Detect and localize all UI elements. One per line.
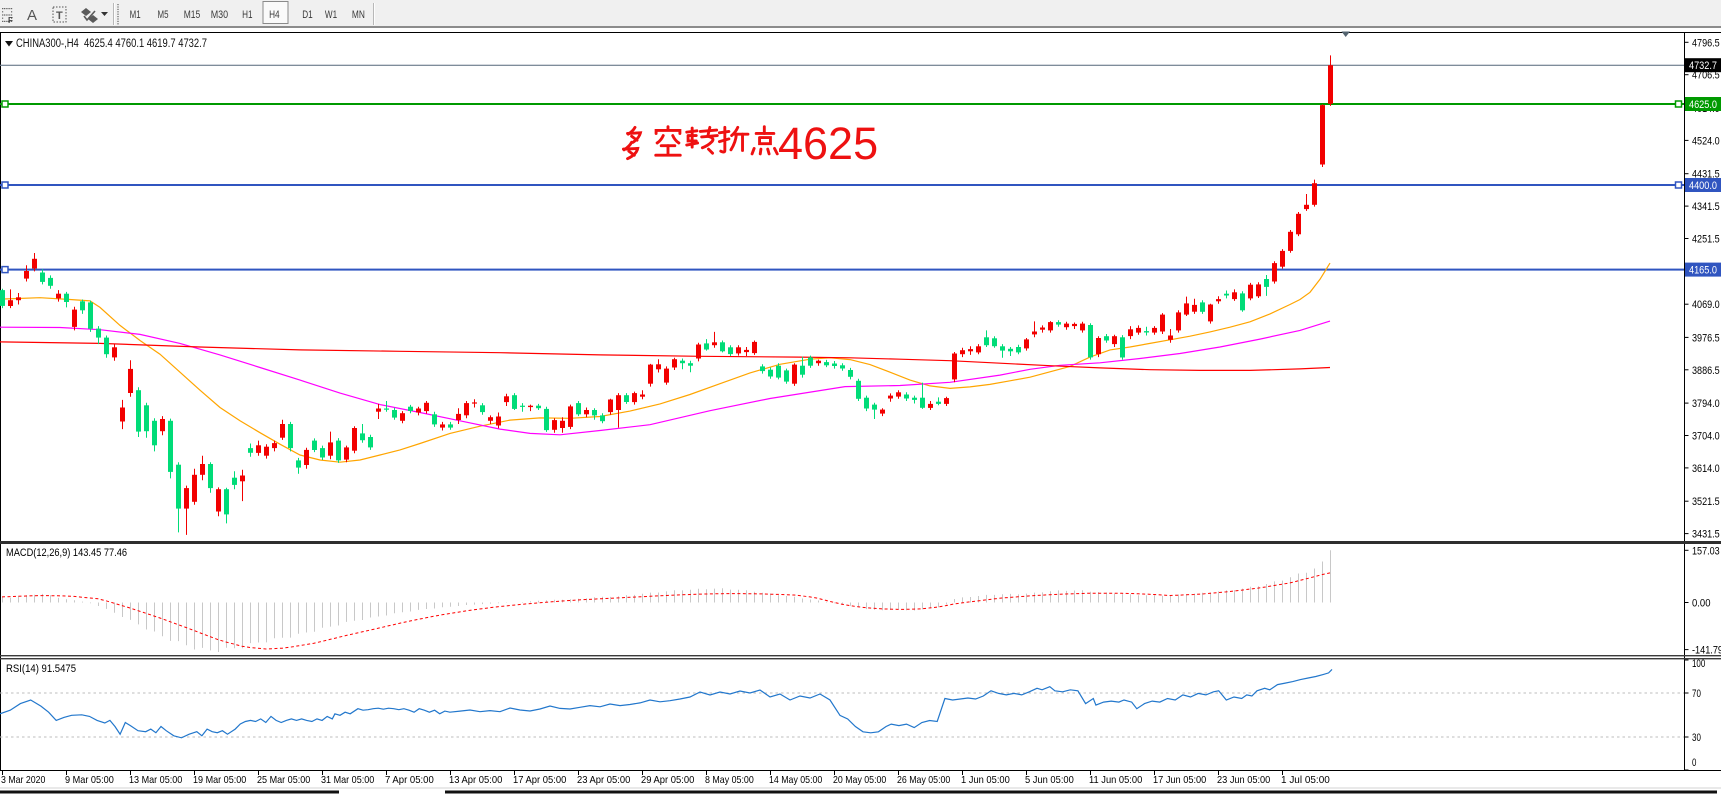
svg-text:14 May 05:00: 14 May 05:00 [769, 774, 822, 786]
svg-text:3794.0: 3794.0 [1692, 398, 1720, 410]
svg-text:CHINA300-,H4 4625.4 4760.1 46: CHINA300-,H4 4625.4 4760.1 4619.7 4732.7 [16, 38, 207, 50]
svg-text:13 Apr 05:00: 13 Apr 05:00 [449, 774, 502, 786]
svg-text:3976.5: 3976.5 [1692, 332, 1720, 344]
svg-text:25 Mar 05:00: 25 Mar 05:00 [257, 774, 310, 786]
svg-text:8 May 05:00: 8 May 05:00 [705, 774, 754, 786]
svg-text:1 Jun 05:00: 1 Jun 05:00 [961, 774, 1010, 786]
svg-text:3704.0: 3704.0 [1692, 431, 1720, 443]
svg-text:4524.0: 4524.0 [1692, 135, 1720, 147]
svg-text:3886.5: 3886.5 [1692, 365, 1720, 377]
svg-text:0: 0 [1692, 757, 1696, 769]
svg-text:T: T [56, 10, 63, 22]
svg-text:0.00: 0.00 [1692, 598, 1711, 610]
svg-text:3521.5: 3521.5 [1692, 496, 1720, 508]
svg-text:4165.0: 4165.0 [1689, 265, 1717, 277]
svg-text:26 May 05:00: 26 May 05:00 [897, 774, 950, 786]
svg-text:23 Apr 05:00: 23 Apr 05:00 [577, 774, 630, 786]
svg-text:W1: W1 [325, 9, 337, 21]
svg-text:4069.0: 4069.0 [1692, 299, 1720, 311]
svg-text:31 Mar 05:00: 31 Mar 05:00 [321, 774, 374, 786]
svg-text:11 Jun 05:00: 11 Jun 05:00 [1089, 774, 1142, 786]
svg-text:4341.5: 4341.5 [1692, 201, 1720, 213]
svg-text:M30: M30 [211, 9, 228, 21]
svg-text:157.03: 157.03 [1692, 545, 1720, 557]
svg-text:100: 100 [1692, 658, 1705, 670]
svg-text:4796.5: 4796.5 [1692, 37, 1720, 49]
svg-text:13 Mar 05:00: 13 Mar 05:00 [129, 774, 182, 786]
svg-text:70: 70 [1692, 688, 1701, 700]
svg-text:RSI(14) 91.5475: RSI(14) 91.5475 [6, 663, 76, 675]
svg-text:17 Jun 05:00: 17 Jun 05:00 [1153, 774, 1206, 786]
svg-text:MN: MN [352, 9, 365, 21]
svg-text:3614.0: 3614.0 [1692, 463, 1720, 475]
svg-text:20 May 05:00: 20 May 05:00 [833, 774, 886, 786]
svg-text:M1: M1 [130, 9, 141, 21]
svg-text:4431.5: 4431.5 [1692, 169, 1720, 181]
svg-text:4706.5: 4706.5 [1692, 70, 1720, 82]
svg-text:H4: H4 [269, 9, 280, 21]
svg-text:F: F [8, 16, 13, 25]
svg-text:23 Jun 05:00: 23 Jun 05:00 [1217, 774, 1270, 786]
svg-text:19 Mar 05:00: 19 Mar 05:00 [193, 774, 246, 786]
svg-text:3431.5: 3431.5 [1692, 529, 1720, 541]
svg-text:29 Apr 05:00: 29 Apr 05:00 [641, 774, 694, 786]
svg-text:5 Jun 05:00: 5 Jun 05:00 [1025, 774, 1074, 786]
svg-text:1 Jul 05:00: 1 Jul 05:00 [1281, 774, 1330, 786]
svg-text:30: 30 [1692, 732, 1701, 744]
svg-text:D1: D1 [302, 9, 313, 21]
svg-text:4251.5: 4251.5 [1692, 234, 1720, 246]
svg-text:3 Mar 2020: 3 Mar 2020 [1, 774, 46, 786]
svg-text:MACD(12,26,9) 143.45 77.46: MACD(12,26,9) 143.45 77.46 [6, 547, 127, 559]
svg-text:H1: H1 [242, 9, 252, 21]
svg-text:A: A [27, 7, 37, 24]
svg-text:M15: M15 [184, 9, 201, 21]
svg-text:-141.79: -141.79 [1692, 645, 1721, 657]
svg-text:M5: M5 [158, 9, 169, 21]
svg-text:9 Mar 05:00: 9 Mar 05:00 [65, 774, 114, 786]
svg-text:4625.0: 4625.0 [1689, 99, 1717, 111]
svg-text:4400.0: 4400.0 [1689, 180, 1717, 192]
svg-text:4625: 4625 [778, 118, 878, 169]
svg-text:7 Apr 05:00: 7 Apr 05:00 [385, 774, 434, 786]
svg-text:17 Apr 05:00: 17 Apr 05:00 [513, 774, 566, 786]
svg-text:4732.7: 4732.7 [1689, 60, 1717, 72]
